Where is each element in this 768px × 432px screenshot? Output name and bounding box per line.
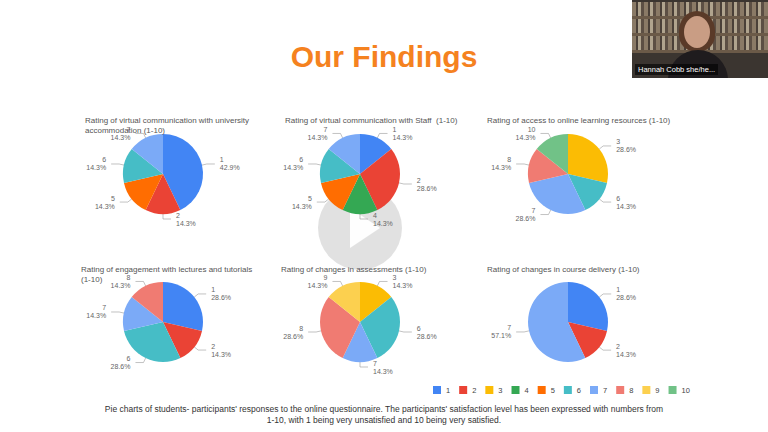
svg-text:6: 6 (102, 156, 106, 163)
svg-text:8: 8 (507, 156, 511, 163)
svg-text:Rating of changes in assessmen: Rating of changes in assessments (1-10) (281, 265, 427, 274)
svg-text:7: 7 (324, 126, 328, 133)
svg-text:9: 9 (655, 386, 659, 395)
svg-text:9: 9 (324, 274, 328, 281)
svg-text:2: 2 (472, 386, 476, 395)
svg-text:5: 5 (551, 386, 555, 395)
svg-text:Rating of changes in course de: Rating of changes in course delivery (1-… (487, 265, 640, 274)
svg-text:28.6%: 28.6% (417, 333, 437, 340)
svg-text:Rating of virtual communicatio: Rating of virtual communication with Sta… (285, 116, 458, 125)
svg-text:14.3%: 14.3% (111, 282, 131, 289)
svg-text:28.6%: 28.6% (516, 215, 536, 222)
svg-text:8: 8 (629, 386, 633, 395)
svg-text:14.3%: 14.3% (373, 368, 393, 375)
svg-text:5: 5 (111, 195, 115, 202)
html-text:Hannah Cobb she/he...: Hannah Cobb she/he... (638, 65, 716, 74)
svg-text:14.3%: 14.3% (616, 203, 636, 210)
html-text:Our Findings: Our Findings (290, 40, 478, 73)
svg-text:14.3%: 14.3% (176, 220, 196, 227)
svg-text:1: 1 (616, 286, 620, 293)
svg-text:7: 7 (532, 207, 536, 214)
svg-text:Rating of virtual communicatio: Rating of virtual communication with uni… (85, 116, 251, 125)
svg-text:28.6%: 28.6% (616, 294, 636, 301)
svg-text:8: 8 (127, 274, 131, 281)
svg-text:6: 6 (127, 355, 131, 362)
svg-text:5: 5 (308, 195, 312, 202)
svg-text:2: 2 (211, 343, 215, 350)
svg-text:7: 7 (507, 324, 511, 331)
svg-text:14.3%: 14.3% (86, 164, 106, 171)
html-text:Pie charts of students- partic: Pie charts of students- participants' re… (104, 404, 664, 425)
svg-text:28.6%: 28.6% (283, 333, 303, 340)
svg-text:2: 2 (176, 212, 180, 219)
svg-text:14.3%: 14.3% (616, 351, 636, 358)
svg-text:28.6%: 28.6% (616, 146, 636, 153)
svg-text:Rating of access to online lea: Rating of access to online learning reso… (487, 116, 671, 125)
svg-text:8: 8 (299, 325, 303, 332)
svg-text:14.3%: 14.3% (491, 164, 511, 171)
svg-text:14.3%: 14.3% (373, 220, 393, 227)
svg-text:7: 7 (373, 360, 377, 367)
svg-text:14.3%: 14.3% (86, 312, 106, 319)
svg-text:7: 7 (102, 304, 106, 311)
svg-text:4: 4 (525, 386, 529, 395)
svg-text:14.3%: 14.3% (393, 282, 413, 289)
svg-text:14.3%: 14.3% (211, 351, 231, 358)
svg-text:3: 3 (616, 138, 620, 145)
svg-text:14.3%: 14.3% (292, 203, 312, 210)
svg-text:28.6%: 28.6% (211, 294, 231, 301)
svg-text:14.3%: 14.3% (95, 203, 115, 210)
svg-text:7: 7 (603, 386, 607, 395)
svg-text:28.6%: 28.6% (111, 363, 131, 370)
svg-text:2: 2 (417, 177, 421, 184)
svg-text:28.6%: 28.6% (417, 185, 437, 192)
svg-text:10: 10 (682, 386, 690, 395)
svg-text:10: 10 (528, 126, 536, 133)
svg-text:1: 1 (211, 286, 215, 293)
svg-text:42.9%: 42.9% (220, 164, 240, 171)
svg-text:accommodation (1-10): accommodation (1-10) (85, 126, 165, 135)
svg-text:14.3%: 14.3% (516, 134, 536, 141)
svg-text:1: 1 (393, 126, 397, 133)
svg-text:Rating of engagement with lect: Rating of engagement with lectures and t… (81, 265, 257, 274)
svg-text:14.3%: 14.3% (393, 134, 413, 141)
svg-text:6: 6 (417, 325, 421, 332)
svg-text:14.3%: 14.3% (308, 134, 328, 141)
svg-text:6: 6 (577, 386, 581, 395)
svg-text:3: 3 (393, 274, 397, 281)
svg-text:(1-10): (1-10) (81, 275, 103, 284)
svg-text:14.3%: 14.3% (308, 282, 328, 289)
svg-text:57.1%: 57.1% (491, 332, 511, 339)
svg-text:3: 3 (498, 386, 502, 395)
svg-text:4: 4 (373, 212, 377, 219)
svg-text:2: 2 (616, 343, 620, 350)
svg-text:14.3%: 14.3% (111, 134, 131, 141)
svg-text:1: 1 (220, 156, 224, 163)
svg-text:6: 6 (299, 156, 303, 163)
svg-text:14.3%: 14.3% (283, 164, 303, 171)
svg-text:6: 6 (616, 195, 620, 202)
svg-text:1: 1 (446, 386, 450, 395)
